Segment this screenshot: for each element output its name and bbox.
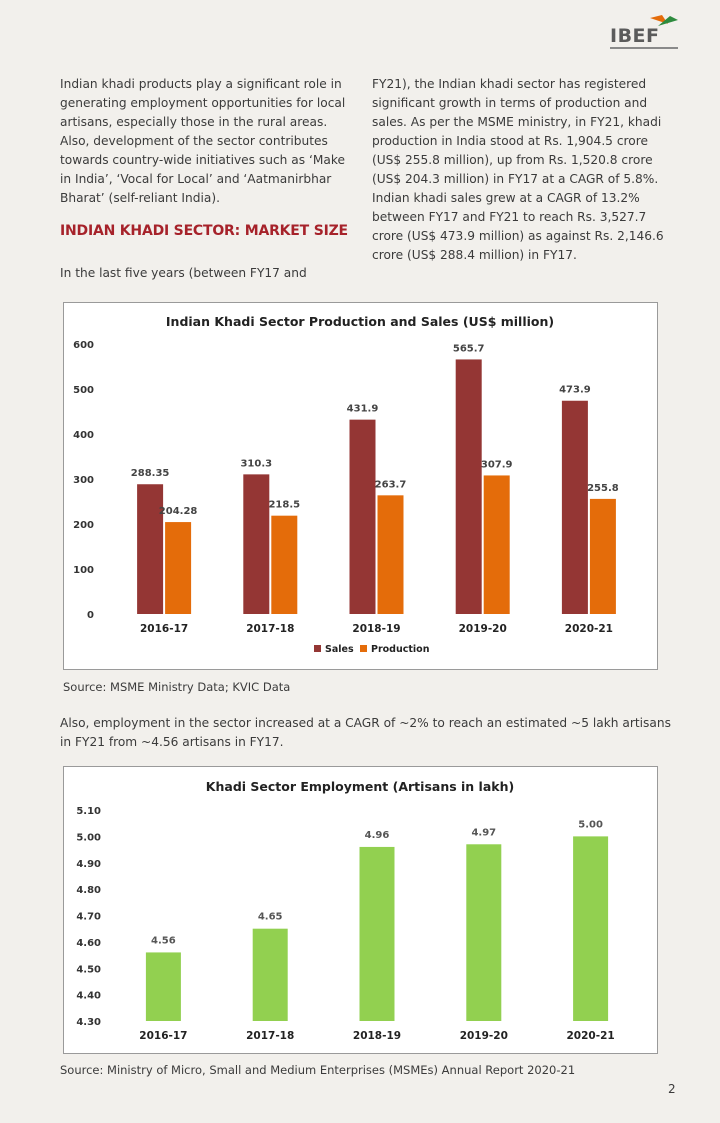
y-tick-label: 100 (73, 565, 94, 576)
sales-data-label: 310.3 (240, 458, 272, 469)
x-tick-label: 2019-20 (459, 623, 507, 635)
legend-swatch (360, 645, 367, 652)
y-tick-label: 0 (87, 610, 94, 621)
production-bar (483, 475, 510, 614)
x-tick-label: 2018-19 (353, 1030, 401, 1042)
x-tick-label: 2020-21 (565, 623, 613, 635)
y-tick-label: 4.70 (76, 912, 101, 923)
x-tick-label: 2017-18 (246, 1030, 294, 1042)
employment-data-label: 4.96 (365, 830, 390, 841)
y-tick-label: 500 (73, 385, 94, 396)
y-tick-label: 200 (73, 520, 94, 531)
sales-bar (561, 400, 588, 614)
employment-paragraph: Also, employment in the sector increased… (60, 716, 671, 749)
ibef-logo: IBEF (610, 12, 690, 49)
employment-bar (466, 844, 502, 1021)
production-data-label: 204.28 (159, 506, 198, 517)
market-size-paragraph-start: In the last five years (between FY17 and (60, 266, 307, 280)
y-tick-label: 600 (73, 340, 94, 351)
logo-text: IBEF (610, 25, 660, 47)
y-tick-label: 4.50 (76, 964, 101, 975)
production-bar (377, 495, 404, 614)
y-tick-label: 4.40 (76, 991, 101, 1002)
y-tick-label: 400 (73, 430, 94, 441)
employment-chart: Khadi Sector Employment (Artisans in lak… (63, 766, 658, 1054)
legend-swatch (314, 645, 321, 652)
chart2-title: Khadi Sector Employment (Artisans in lak… (206, 779, 514, 794)
production-data-label: 255.8 (587, 483, 619, 494)
chart1-title: Indian Khadi Sector Production and Sales… (166, 314, 554, 329)
legend-label: Sales (325, 644, 354, 655)
production-data-label: 263.7 (375, 479, 407, 490)
production-sales-chart-svg: Indian Khadi Sector Production and Sales… (73, 314, 619, 655)
logo-underline (610, 47, 678, 49)
x-tick-label: 2019-20 (460, 1030, 508, 1042)
y-tick-label: 5.00 (76, 832, 101, 843)
employment-data-label: 4.97 (471, 827, 496, 838)
employment-bar (573, 836, 609, 1021)
chart1-source: Source: MSME Ministry Data; KVIC Data (63, 680, 291, 694)
sales-data-label: 565.7 (453, 343, 485, 354)
production-bar (165, 522, 192, 614)
production-sales-chart: Indian Khadi Sector Production and Sales… (63, 302, 658, 670)
x-tick-label: 2018-19 (352, 623, 400, 635)
sales-data-label: 288.35 (131, 468, 170, 479)
chart2-source: Source: Ministry of Micro, Small and Med… (60, 1063, 576, 1077)
intro-paragraph: Indian khadi products play a significant… (60, 77, 346, 205)
sales-bar (349, 419, 376, 614)
y-tick-label: 4.30 (76, 1017, 101, 1028)
production-bar (589, 498, 616, 614)
sales-data-label: 473.9 (559, 385, 591, 396)
employment-bar (252, 928, 288, 1021)
production-data-label: 307.9 (481, 459, 513, 470)
production-bar (271, 515, 298, 614)
legend-label: Production (371, 644, 430, 655)
y-tick-label: 4.90 (76, 859, 101, 870)
employment-data-label: 4.56 (151, 935, 176, 946)
employment-bar (145, 952, 181, 1021)
sales-data-label: 431.9 (347, 404, 379, 415)
y-tick-label: 4.80 (76, 885, 101, 896)
sales-bar (455, 359, 482, 614)
employment-data-label: 5.00 (578, 819, 603, 830)
y-tick-label: 300 (73, 475, 94, 486)
sales-bar (243, 474, 270, 614)
x-tick-label: 2017-18 (246, 623, 294, 635)
y-tick-label: 5.10 (76, 806, 101, 817)
x-tick-label: 2016-17 (140, 623, 188, 635)
employment-data-label: 4.65 (258, 912, 283, 923)
market-size-paragraph-cont: FY21), the Indian khadi sector has regis… (372, 77, 664, 262)
production-data-label: 218.5 (268, 500, 300, 511)
employment-chart-svg: Khadi Sector Employment (Artisans in lak… (76, 779, 614, 1042)
x-tick-label: 2016-17 (139, 1030, 187, 1042)
y-tick-label: 4.60 (76, 938, 101, 949)
sales-bar (137, 484, 164, 614)
section-heading: INDIAN KHADI SECTOR: MARKET SIZE (60, 223, 348, 239)
employment-bar (359, 846, 395, 1021)
bird-logo-icon (650, 15, 678, 26)
page-number: 2 (668, 1082, 676, 1096)
x-tick-label: 2020-21 (566, 1030, 614, 1042)
